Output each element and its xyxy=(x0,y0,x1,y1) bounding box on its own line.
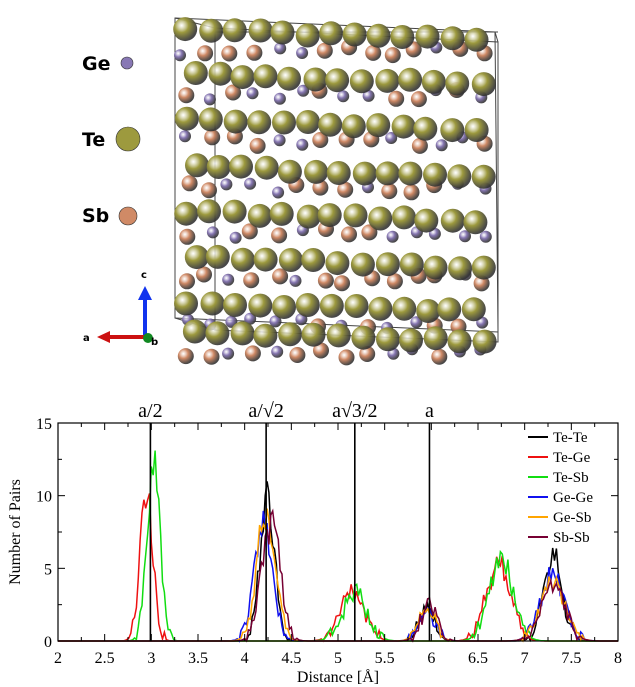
x-tick-label: 4 xyxy=(241,650,249,667)
x-tick-label: 3.5 xyxy=(188,650,208,667)
sb-atom-icon xyxy=(118,206,138,226)
series-line xyxy=(58,510,618,643)
x-tick-label: 7 xyxy=(521,650,529,667)
series-legend: Te-Te Te-Ge Te-Sb Ge-Ge Ge-Sb Sb-Sb xyxy=(528,430,593,546)
x-axis-title: Distance [Å] xyxy=(297,668,379,686)
ge-atom-icon xyxy=(120,56,134,70)
a-axis-arrowhead xyxy=(97,331,110,343)
crystal-structure-panel: Ge Te Sb c a b xyxy=(82,17,499,366)
legend-entry: Ge-Sb xyxy=(553,510,591,526)
reference-lines xyxy=(149,423,431,641)
y-tick-label: 15 xyxy=(36,416,52,433)
orientation-axes: c a b xyxy=(83,270,158,348)
x-tick-label: 8 xyxy=(614,650,622,667)
legend-entry: Te-Te xyxy=(553,430,588,446)
axis-ticks: 2 2.5 3 3.5 4 4.5 5 5.5 6 6.5 7 7.5 8 0 5 10 15 xyxy=(36,416,622,667)
pair-distribution-chart: a/2 a/√2 a√3/2 a 2 2.5 3 3.5 4 4.5 5 5.5 6 6.5 7 7.5 8 0… xyxy=(7,400,622,686)
legend-entry: Sb-Sb xyxy=(553,530,590,546)
x-tick-label: 3 xyxy=(147,650,155,667)
b-axis-marker xyxy=(143,333,153,343)
y-axis-title: Number of Pairs xyxy=(7,479,24,585)
x-tick-label: 2.5 xyxy=(95,650,115,667)
series-line xyxy=(58,450,618,642)
reference-label: a xyxy=(425,400,434,422)
x-tick-label: 7.5 xyxy=(561,650,581,667)
plot-frame xyxy=(57,422,619,642)
y-tick-label: 5 xyxy=(44,561,52,578)
legend-label-sb: Sb xyxy=(82,205,109,227)
te-atom-icon xyxy=(115,126,141,152)
x-tick-label: 6 xyxy=(427,650,435,667)
legend-label-te: Te xyxy=(82,129,105,151)
legend-entry: Ge-Ge xyxy=(553,490,593,506)
atom-layers xyxy=(173,17,497,366)
reference-label: a√3/2 xyxy=(332,400,377,422)
x-tick-label: 2 xyxy=(54,650,62,667)
c-axis-label: c xyxy=(141,270,147,281)
element-legend: Ge Te Sb xyxy=(82,53,141,227)
legend-label-ge: Ge xyxy=(82,53,110,75)
x-tick-label: 5 xyxy=(334,650,342,667)
y-tick-label: 0 xyxy=(44,634,52,651)
y-tick-label: 10 xyxy=(36,489,52,506)
reference-label: a/√2 xyxy=(248,400,283,422)
reference-label: a/2 xyxy=(138,400,162,422)
a-axis-label: a xyxy=(83,333,90,344)
plot-series xyxy=(58,450,618,643)
x-tick-label: 4.5 xyxy=(281,650,301,667)
c-axis-arrowhead xyxy=(138,286,152,300)
b-axis-label: b xyxy=(151,337,158,348)
x-tick-label: 6.5 xyxy=(468,650,488,667)
legend-entry: Te-Ge xyxy=(553,450,591,466)
reference-labels: a/2 a/√2 a√3/2 a xyxy=(138,400,434,422)
series-line xyxy=(58,481,618,643)
x-tick-label: 5.5 xyxy=(375,650,395,667)
legend-entry: Te-Sb xyxy=(553,470,589,486)
